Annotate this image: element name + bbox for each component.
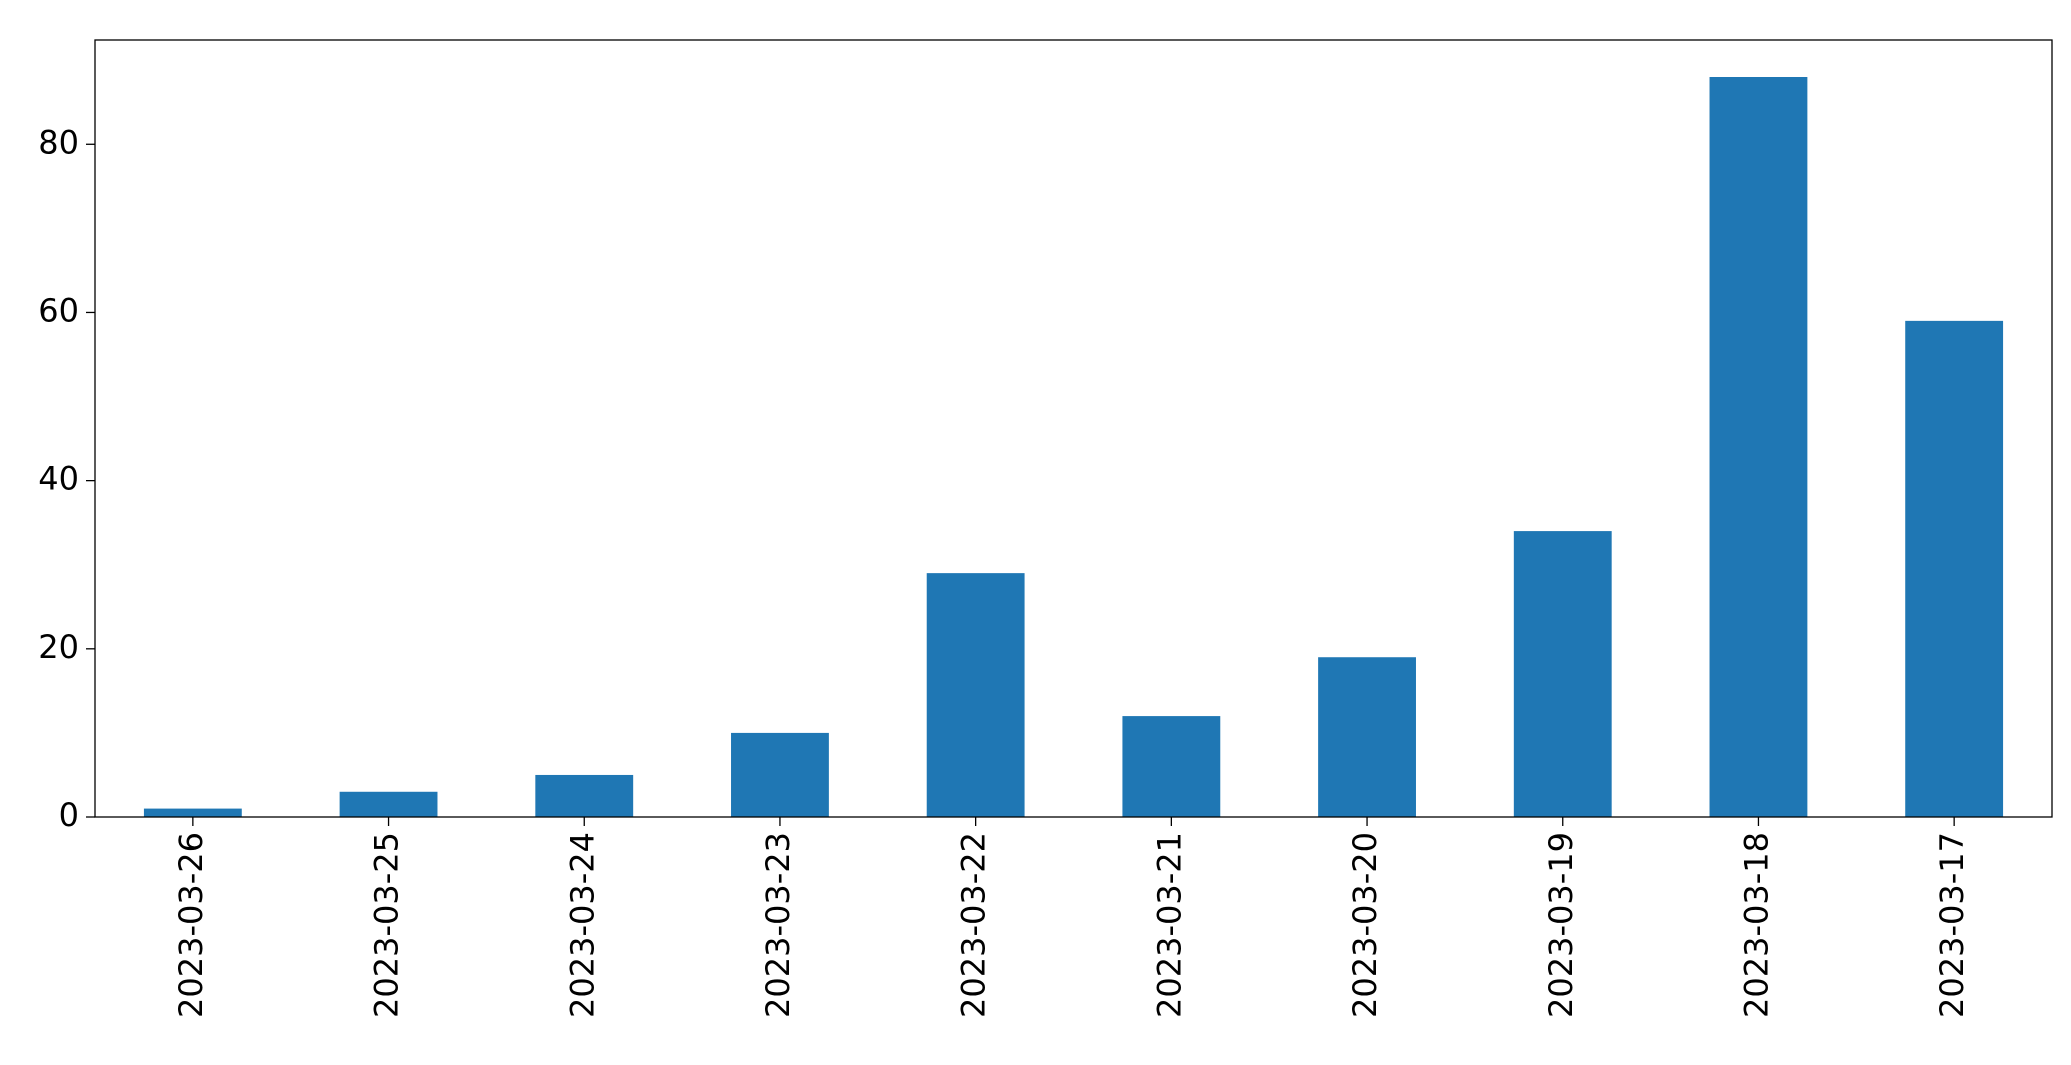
- bar: [1709, 77, 1808, 817]
- y-tick-label: 40: [38, 460, 79, 498]
- bar: [535, 774, 634, 817]
- x-tick-label: 2023-03-20: [1346, 832, 1384, 1018]
- bar: [1513, 531, 1612, 817]
- bar: [1318, 657, 1416, 817]
- y-tick-label: 60: [38, 291, 79, 329]
- bar: [1905, 320, 2004, 817]
- bar: [1122, 716, 1221, 817]
- y-tick-label: 20: [38, 628, 79, 666]
- x-tick-label: 2023-03-24: [563, 832, 601, 1018]
- x-tick-label: 2023-03-26: [172, 832, 210, 1018]
- x-tick-label: 2023-03-19: [1542, 832, 1580, 1018]
- x-tick-label: 2023-03-22: [955, 832, 993, 1018]
- x-tick-label: 2023-03-17: [1933, 832, 1971, 1018]
- y-tick-label: 0: [59, 796, 79, 834]
- y-tick-label: 80: [38, 123, 79, 161]
- bar: [143, 808, 242, 817]
- x-tick-label: 2023-03-25: [368, 832, 406, 1018]
- bar: [731, 732, 829, 817]
- plot-frame: [94, 39, 2053, 818]
- x-tick-label: 2023-03-18: [1737, 832, 1775, 1018]
- x-tick-label: 2023-03-23: [759, 832, 797, 1018]
- x-tick-label: 2023-03-21: [1150, 832, 1188, 1018]
- bar: [339, 791, 438, 817]
- bar: [926, 573, 1025, 817]
